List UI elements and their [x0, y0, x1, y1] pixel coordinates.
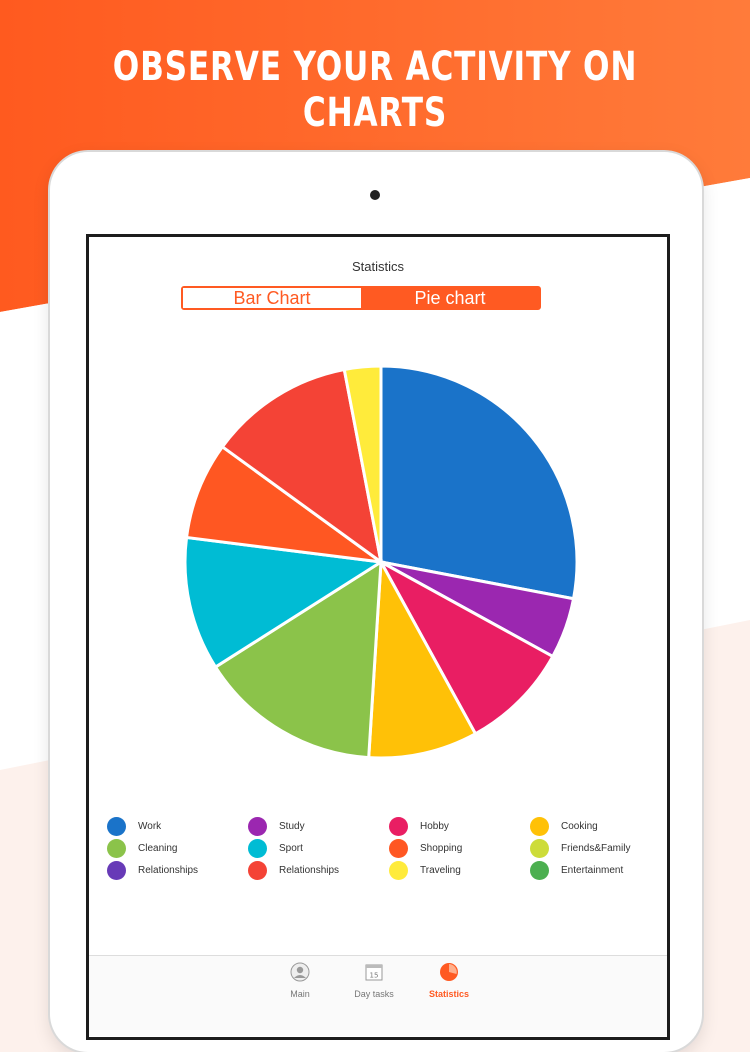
legend-label: Relationships — [138, 864, 199, 876]
calendar-day: 15 — [370, 972, 379, 980]
legend-label: Cleaning — [138, 842, 178, 854]
tab-day-tasks[interactable]: 15 Day tasks — [339, 962, 409, 999]
pie-chart — [183, 364, 579, 760]
pie-chart-segment[interactable]: Pie chart — [361, 288, 539, 308]
pie-chart-icon — [440, 963, 458, 981]
app-screen: Statistics Bar Chart Pie chart Work Study… — [86, 234, 670, 1040]
legend-color-dot — [248, 838, 267, 858]
tab-main-label: Main — [290, 989, 310, 999]
tablet-frame: Statistics Bar Chart Pie chart Work Study… — [50, 152, 702, 1052]
tab-statistics-label: Statistics — [428, 989, 470, 999]
legend-item: Traveling — [389, 860, 530, 880]
legend-color-dot — [530, 838, 549, 858]
pie-slice-work — [379, 364, 579, 601]
avatar-icon — [290, 962, 310, 982]
chart-type-switch: Bar Chart Pie chart — [181, 286, 541, 310]
legend-item: Relationships — [248, 860, 389, 880]
legend-color-dot — [530, 816, 549, 836]
pie-slice-relationships — [220, 367, 384, 566]
promo-title: OBSERVE YOUR ACTIVITY ON CHARTS — [112, 44, 638, 136]
legend-item: Work — [107, 816, 248, 836]
legend-item: Sport — [248, 838, 389, 858]
legend-label: Hobby — [420, 820, 449, 832]
page-title: Statistics — [351, 259, 404, 274]
legend-color-dot — [107, 816, 126, 836]
tab-main[interactable]: Main — [265, 962, 335, 999]
legend-color-dot — [248, 816, 267, 836]
legend-color-dot — [530, 860, 549, 880]
pie-slice-hobby — [377, 558, 555, 736]
legend-color-dot — [107, 838, 126, 858]
bar-chart-segment[interactable]: Bar Chart — [183, 288, 361, 308]
legend-label: Cooking — [561, 820, 598, 832]
legend-item: Friends&Family — [530, 838, 667, 858]
legend-item: Entertainment — [530, 860, 667, 880]
tab-bar: Main 15 Day tasks Statistics — [89, 955, 667, 1036]
legend-color-dot — [107, 860, 126, 880]
legend-item: Shopping — [389, 838, 530, 858]
legend-label: Sport — [279, 842, 303, 854]
calendar-icon: 15 — [365, 964, 383, 981]
tab-day-tasks-label: Day tasks — [354, 989, 394, 999]
legend-item: Relationships — [107, 860, 248, 880]
legend-color-dot — [248, 860, 267, 880]
legend-color-dot — [389, 860, 408, 880]
legend-item: Hobby — [389, 816, 530, 836]
legend-label: Friends&Family — [561, 842, 631, 854]
legend-label: Work — [138, 820, 162, 832]
legend-label: Study — [279, 820, 305, 832]
legend-item: Study — [248, 816, 389, 836]
legend-color-dot — [389, 838, 408, 858]
legend-item: Cooking — [530, 816, 667, 836]
pie-slice-traveling — [342, 364, 383, 563]
pie-slice-cooking — [367, 556, 478, 760]
legend-item: Cleaning — [107, 838, 248, 858]
camera-icon — [370, 190, 380, 200]
tab-statistics[interactable]: Statistics — [414, 962, 484, 999]
pie-slice-cleaning — [213, 559, 383, 760]
legend-label: Traveling — [420, 864, 461, 876]
pie-slice-sport — [183, 535, 386, 670]
legend-color-dot — [389, 816, 408, 836]
legend-label: Relationships — [279, 864, 340, 876]
chart-legend: Work Study Hobby Cooking Cleaning Sport Shoppi… — [107, 816, 667, 880]
legend-label: Shopping — [420, 842, 463, 854]
pie-slice-shopping — [184, 444, 382, 564]
legend-label: Entertainment — [561, 864, 624, 876]
